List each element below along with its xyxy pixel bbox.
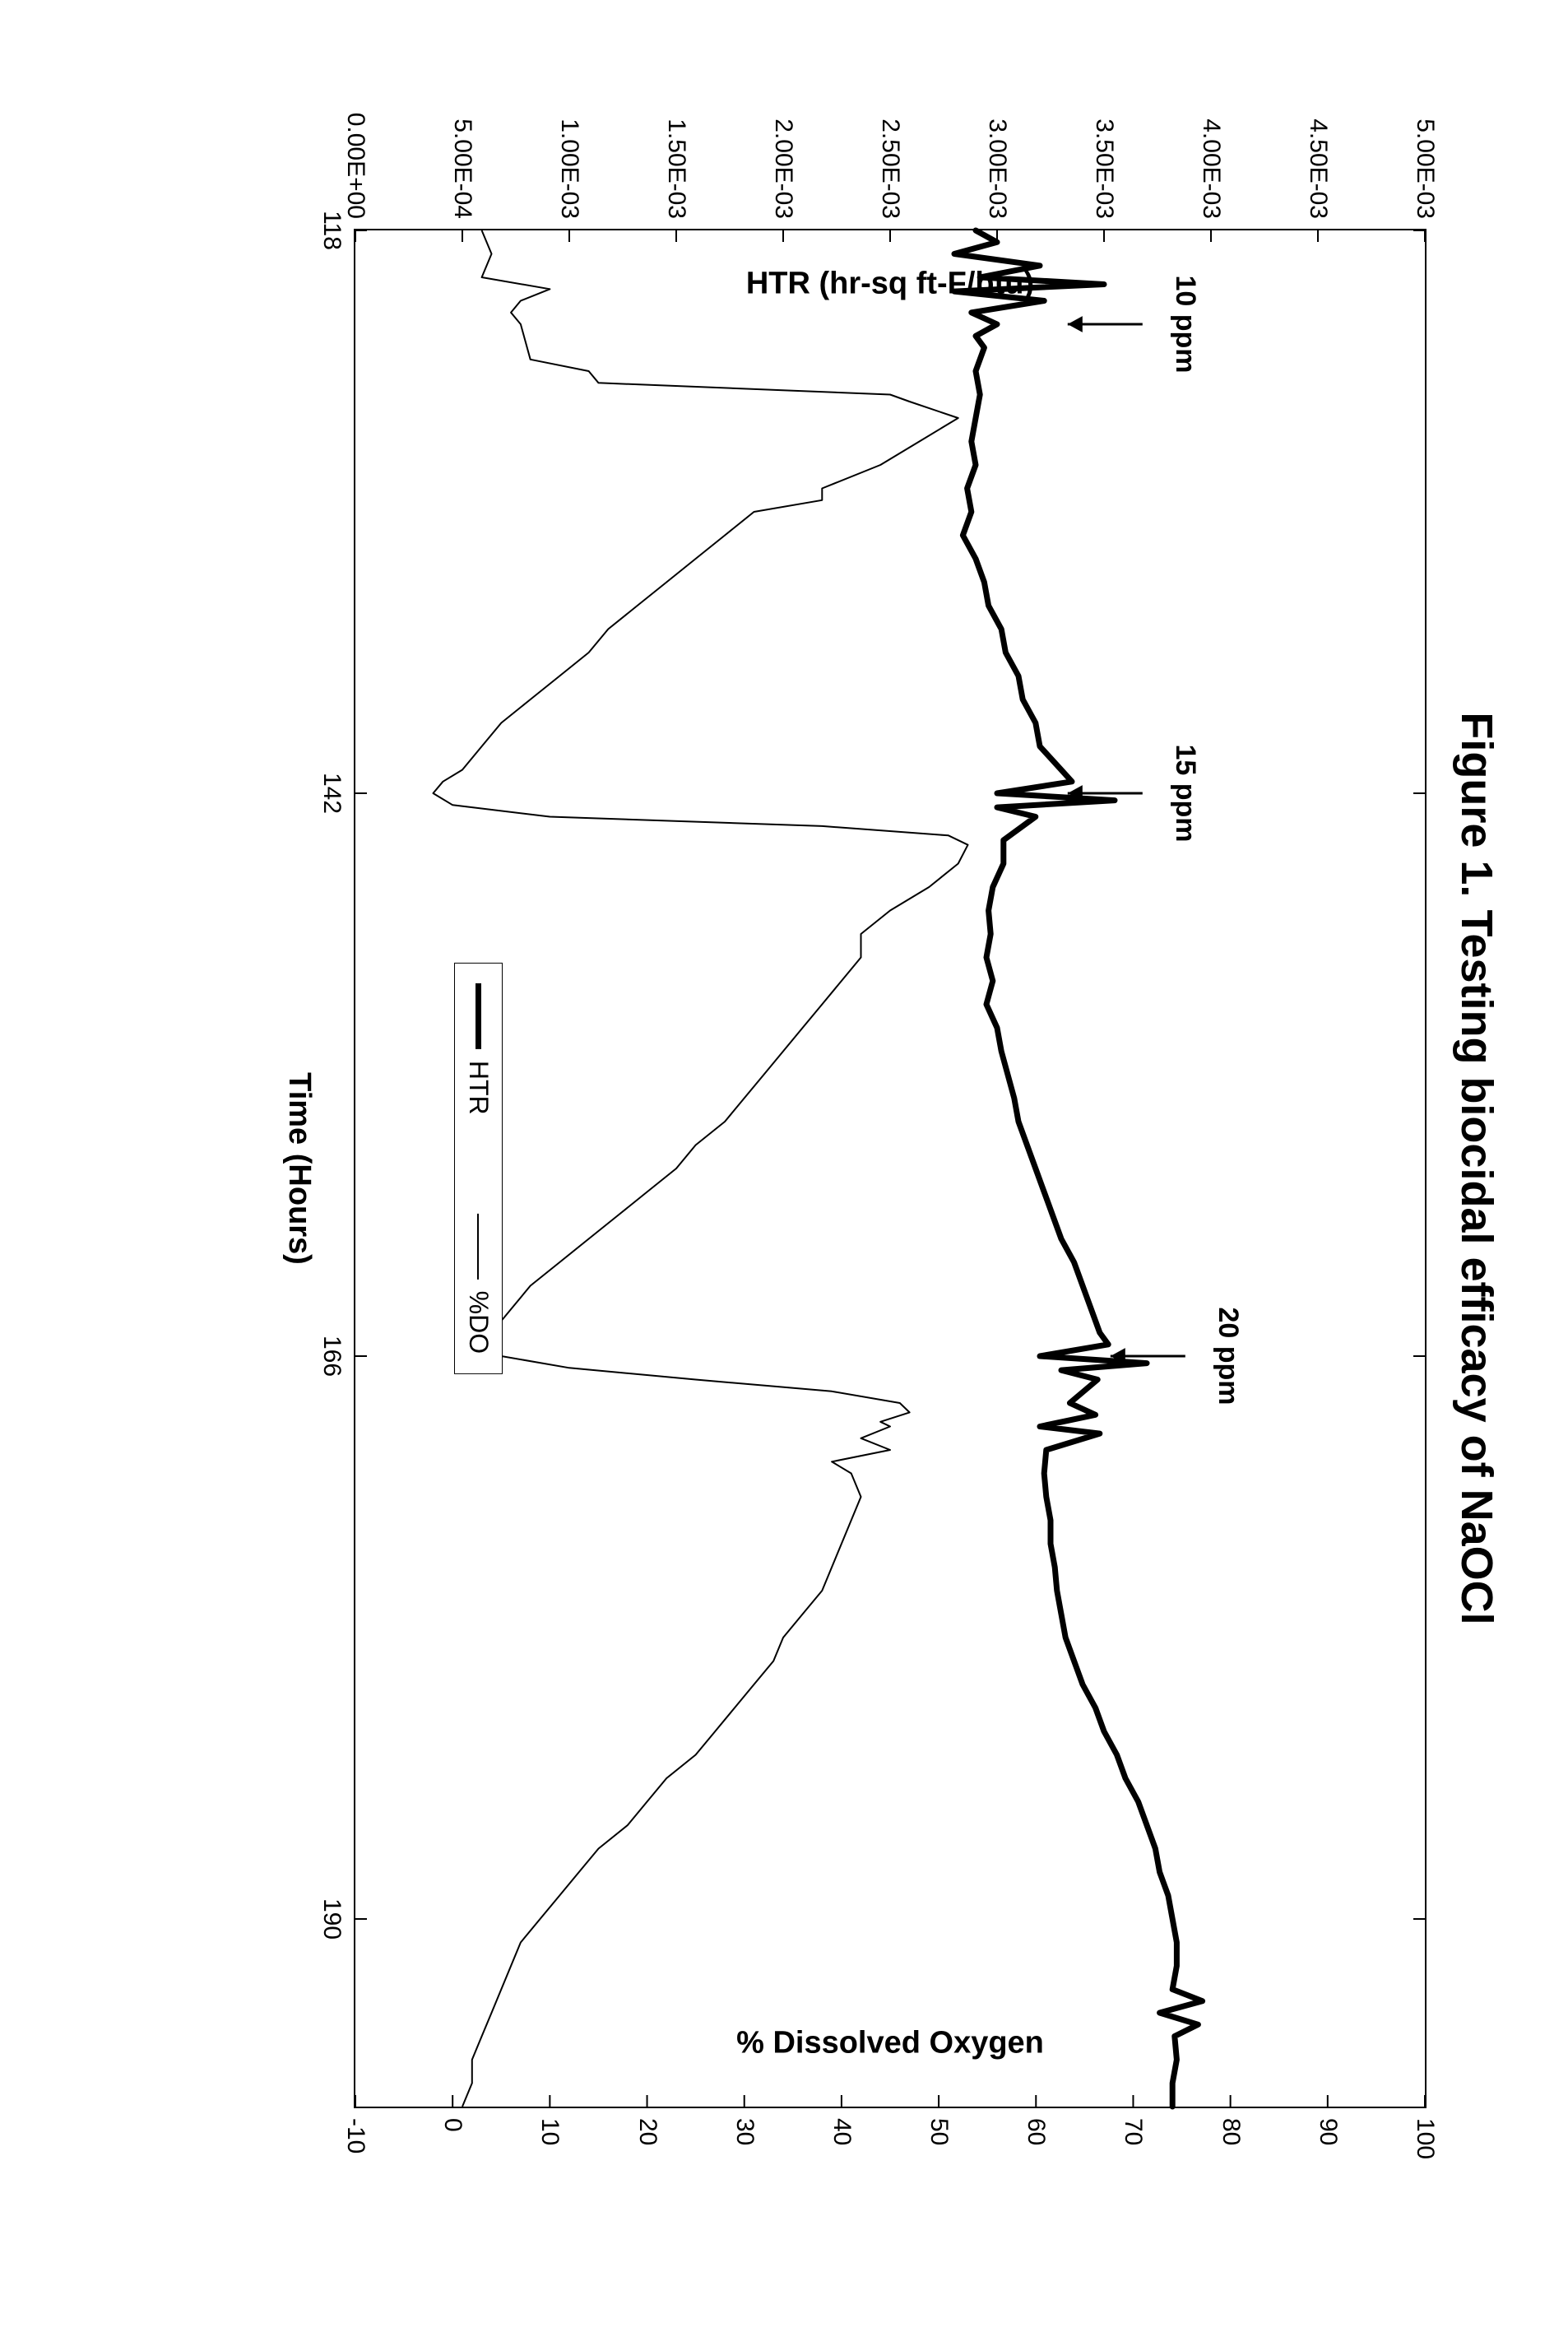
y-left-tick-label: 4.50E-03: [1304, 79, 1332, 219]
y-right-tick-label: 50: [925, 2118, 953, 2145]
y-right-tick-label: 10: [536, 2118, 564, 2145]
legend: HTR %DO: [454, 963, 503, 1374]
y-left-tick-label: 0.00E+00: [341, 79, 369, 219]
legend-label: %DO: [463, 1291, 494, 1354]
y-right-tick-label: 70: [1119, 2118, 1147, 2145]
x-tick-label: 190: [318, 1898, 346, 1940]
page-wrapper: Figure 1. Testing biocidal efficacy of N…: [0, 0, 1568, 2337]
y-left-tick-label: 4.00E-03: [1197, 79, 1225, 219]
chart-title: Figure 1. Testing biocidal efficacy of N…: [1451, 132, 1502, 2205]
y-left-tick-label: 5.00E-04: [448, 79, 476, 219]
y-right-tick-label: 100: [1411, 2118, 1439, 2159]
y-left-tick-label: 3.00E-03: [983, 79, 1011, 219]
y-right-tick-label: 30: [731, 2118, 758, 2145]
y-right-tick-label: 60: [1022, 2118, 1050, 2145]
y-right-tick-label: 90: [1314, 2118, 1342, 2145]
y-left-tick-label: 2.50E-03: [876, 79, 904, 219]
plot-area: HTR (hr-sq ft-F/btu) % Dissolved Oxygen …: [354, 229, 1427, 2108]
legend-label: HTR: [463, 1061, 494, 1115]
chart-svg-layer: [355, 230, 1425, 2107]
y-right-tick-label: -10: [341, 2118, 369, 2153]
legend-swatch: [478, 1214, 480, 1280]
annotation-label: 10 ppm: [1169, 275, 1201, 373]
do-series-line: [434, 230, 968, 2107]
y-right-tick-label: 40: [828, 2118, 856, 2145]
y-right-tick-label: 0: [438, 2118, 466, 2132]
x-tick-label: 166: [318, 1336, 346, 1377]
y-left-tick-label: 1.00E-03: [555, 79, 583, 219]
y-left-tick-label: 3.50E-03: [1090, 79, 1118, 219]
x-tick-label: 142: [318, 773, 346, 814]
legend-item: HTR: [463, 983, 494, 1115]
y-left-tick-label: 2.00E-03: [769, 79, 797, 219]
annotation-label: 15 ppm: [1169, 744, 1201, 842]
y-right-tick-label: 20: [633, 2118, 661, 2145]
y-left-tick-label: 5.00E-03: [1411, 79, 1439, 219]
legend-swatch: [476, 983, 481, 1049]
rotated-landscape-container: Figure 1. Testing biocidal efficacy of N…: [0, 0, 1568, 2337]
y-right-tick-label: 80: [1217, 2118, 1245, 2145]
legend-item: %DO: [463, 1214, 494, 1354]
annotation-label: 20 ppm: [1212, 1307, 1244, 1405]
annotation-arrow-head: [1068, 316, 1083, 332]
htr-series-line: [954, 230, 1203, 2107]
x-axis-label: Time (Hours): [281, 1072, 317, 1265]
y-left-tick-label: 1.50E-03: [662, 79, 690, 219]
